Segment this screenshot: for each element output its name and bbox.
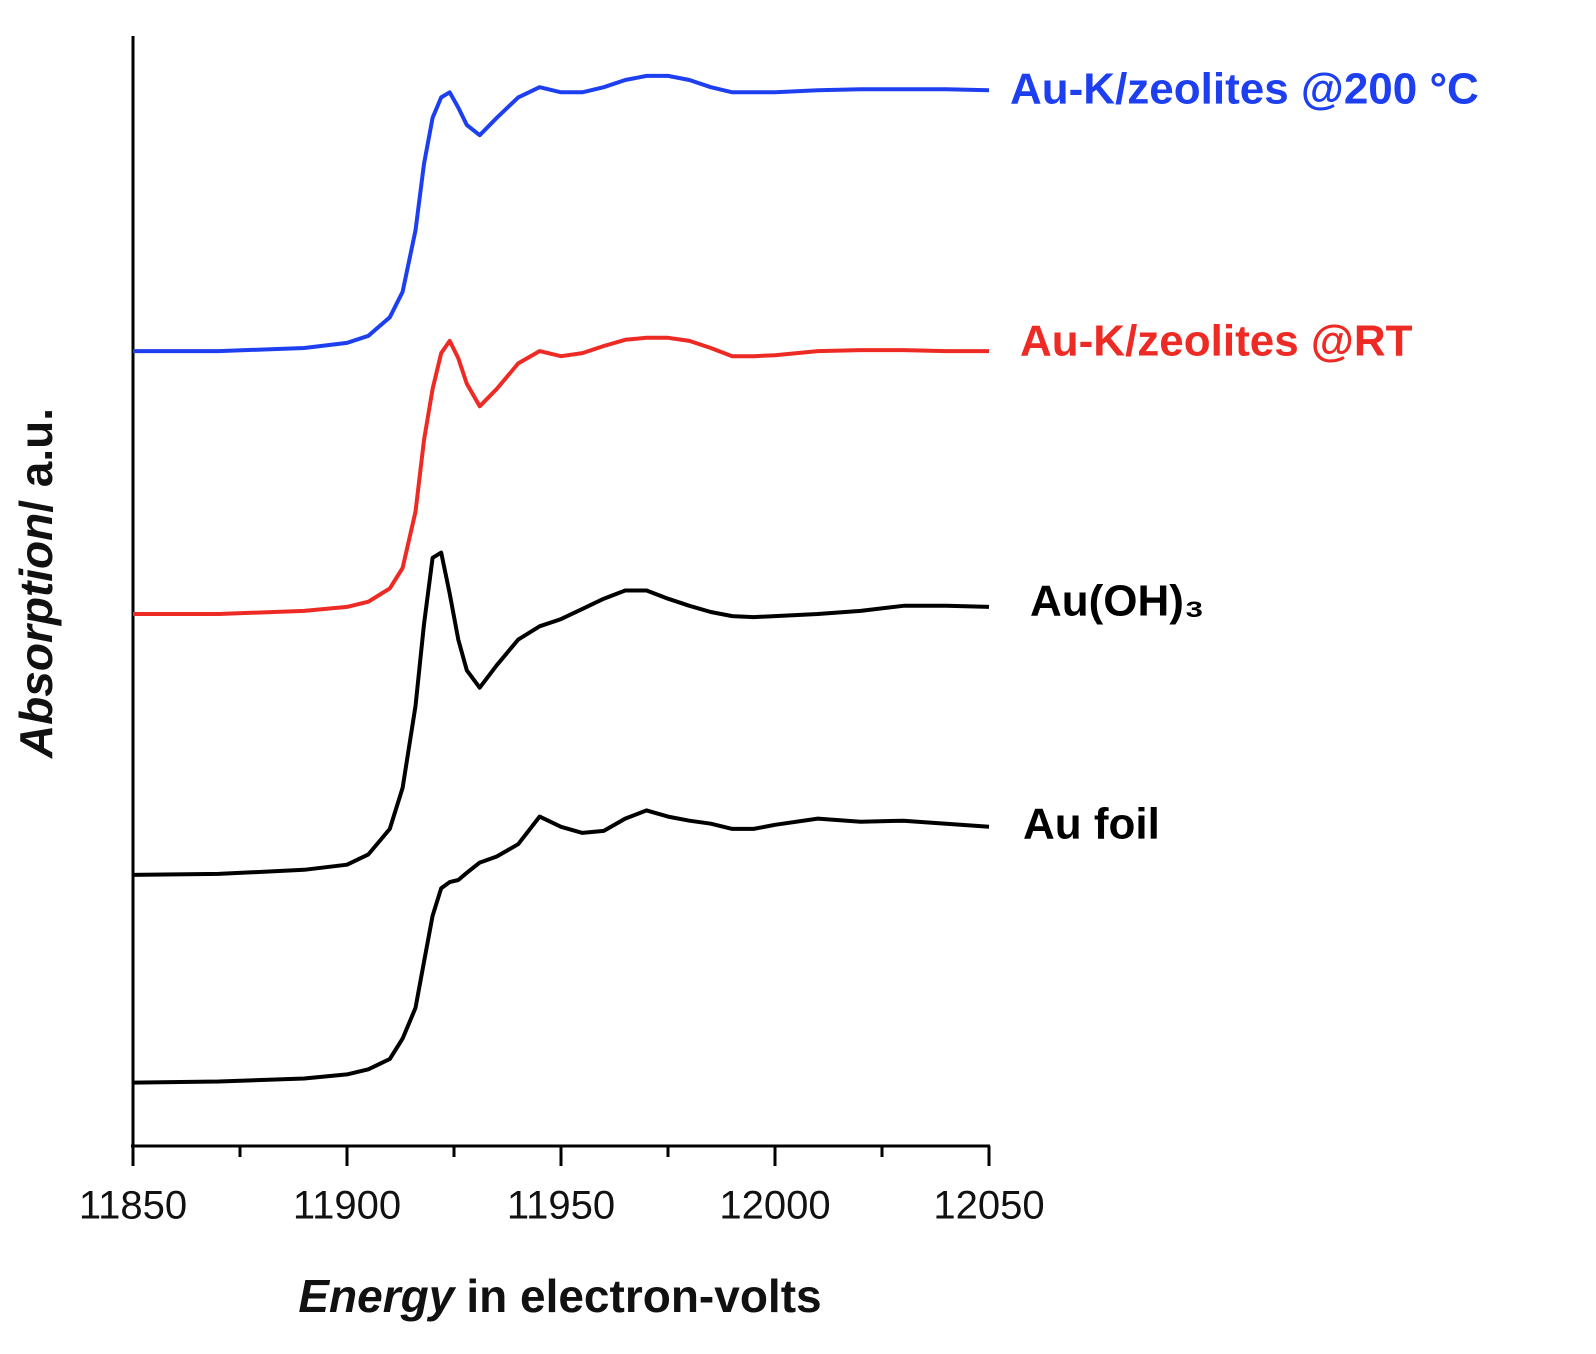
series-label: Au-K/zeolites @200 °C bbox=[1010, 65, 1479, 114]
series-line bbox=[133, 73, 990, 354]
y-axis-title-rest: / a.u. bbox=[10, 408, 62, 513]
x-axis-title: Energy in electron-volts bbox=[298, 1270, 821, 1322]
y-axis-title: Absorption/ a.u. bbox=[10, 408, 62, 759]
x-axis-title-rest: in electron-volts bbox=[466, 1270, 821, 1322]
x-tick-label: 11900 bbox=[293, 1184, 401, 1228]
series-label: Au-K/zeolites @RT bbox=[1020, 317, 1413, 366]
y-axis-title-italic: Absorption bbox=[10, 513, 62, 759]
x-tick-label: 12000 bbox=[719, 1184, 830, 1228]
series-label: Au(OH)₃ bbox=[1030, 577, 1204, 626]
x-axis-title-italic: Energy bbox=[298, 1270, 456, 1322]
series-line bbox=[132, 550, 990, 877]
x-tick-label: 11850 bbox=[79, 1184, 187, 1228]
series-label: Au foil bbox=[1023, 800, 1160, 849]
x-tick-label: 11950 bbox=[507, 1184, 615, 1228]
x-tick-label: 12050 bbox=[933, 1184, 1044, 1228]
series-line bbox=[132, 808, 990, 1085]
series-line bbox=[133, 335, 989, 616]
